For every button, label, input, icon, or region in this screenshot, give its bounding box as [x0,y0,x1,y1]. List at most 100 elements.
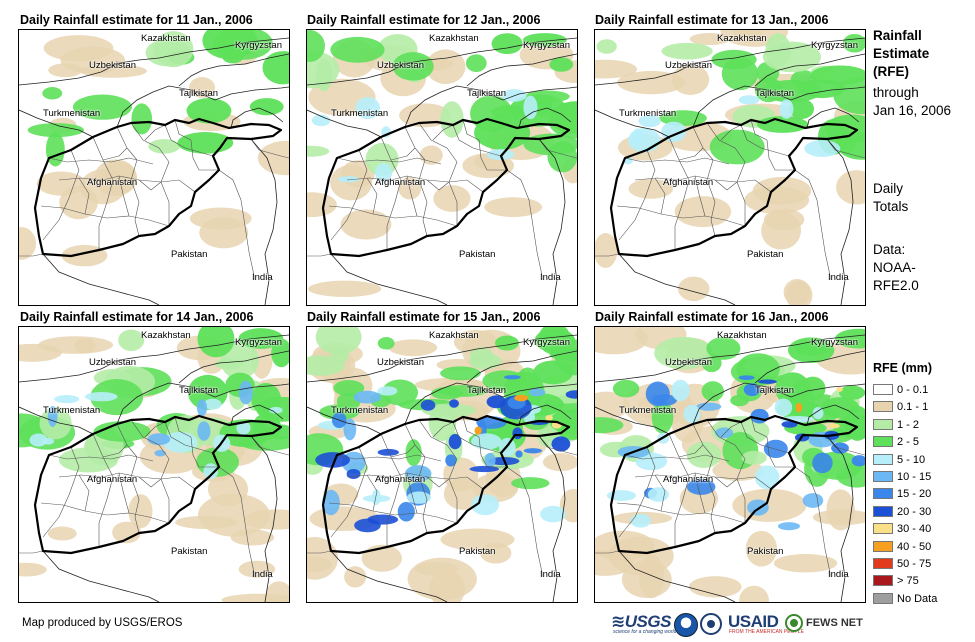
rain-area [197,421,211,441]
sidebar-through-line1: through [873,85,919,100]
province-line [380,136,402,250]
map-canvas [595,30,865,305]
afghanistan-outline [609,414,859,555]
province-line [190,436,219,468]
rain-area [147,433,171,446]
province-line [390,444,416,458]
rain-area [709,129,765,165]
rain-area [330,36,385,63]
rain-area [837,132,865,160]
rain-area [425,49,466,85]
rain-area [238,560,276,578]
rain-area [511,477,550,490]
border-line [42,253,160,305]
legend-title: RFE (mm) [873,361,933,375]
country-label-turkmenistan: Turkmenistan [619,108,677,119]
province-line [42,149,80,241]
rain-area [763,208,805,231]
border-line [826,138,854,305]
rain-area [307,536,338,580]
panel-title-15-jan: Daily Rainfall estimate for 15 Jan., 200… [307,310,541,324]
border-line [178,350,289,384]
usaid-tagline: FROM THE AMERICAN PEOPLE [729,629,804,635]
legend-swatch [873,453,893,465]
rain-area [84,391,118,402]
rain-area [522,33,567,47]
country-label-india: India [252,569,273,580]
rain-area [739,585,769,602]
sidebar-daily-totals: Daily Totals [873,180,908,216]
panel-title-12-jan: Daily Rainfall estimate for 12 Jan., 200… [307,13,541,27]
country-label-turkmenistan: Turkmenistan [331,405,389,416]
country-label-afghanistan: Afghanistan [87,177,138,188]
rain-area [741,450,767,465]
province-line [595,550,620,554]
province-line [750,119,768,141]
rain-area [715,427,734,439]
rain-area [131,103,153,135]
province-line [668,136,690,250]
rain-area [377,386,398,396]
border-line [116,85,289,128]
rain-area [54,395,80,404]
country-borders [307,334,577,602]
rain-area [196,399,208,417]
rain-area [515,450,523,458]
rain-area [484,452,496,468]
province-line [174,119,192,141]
country-label-tajikistan: Tajikistan [179,385,219,396]
rain-area [433,185,471,212]
rain-area [346,468,361,480]
country-label-india: India [828,569,849,580]
legend-label: 2 - 5 [897,436,920,449]
sidebar-through-date: Jan 16, 2006 [873,103,952,118]
legend-label: 1 - 2 [897,418,920,431]
country-label-india: India [540,272,561,283]
rainfall-map-14-jan: Kazakhstan Kyrgyzstan Uzbekistan Tajikistan… [18,326,290,603]
province-line [328,502,458,524]
legend-label: 0 - 0.1 [897,384,929,396]
rain-area [367,514,399,525]
rainfall-layer [595,30,865,305]
country-label-kyrgyzstan: Kyrgyzstan [523,40,570,51]
legend-swatch [873,505,893,517]
province-line [346,175,484,193]
sidebar-data-line3: RFE2.0 [873,278,919,293]
rain-area [112,521,141,544]
province-line [138,179,162,191]
rain-area [445,454,457,467]
country-label-pakistan: Pakistan [747,249,784,260]
rain-area [377,337,395,350]
rain-area [221,593,289,602]
rain-area [812,509,865,526]
province-line [668,433,690,547]
country-label-turkmenistan: Turkmenistan [331,108,389,119]
province-boundaries [19,119,289,281]
legend-label: 20 - 30 [897,505,932,518]
province-line [462,119,480,141]
rain-area [738,375,755,381]
rain-area [322,489,340,516]
rain-area [333,380,365,397]
border-line [826,435,854,602]
rain-area [596,39,617,54]
province-line [624,454,730,462]
country-label-pakistan: Pakistan [459,546,496,557]
province-boundaries [307,119,577,281]
country-label-kazakhstan: Kazakhstan [141,33,191,44]
rain-area [795,402,803,413]
rain-area [617,70,685,95]
rain-area [230,529,275,546]
rain-area [319,404,360,420]
rain-area [785,280,813,305]
rain-area [118,329,145,352]
province-line [40,205,170,227]
country-label-turkmenistan: Turkmenistan [43,405,101,416]
rain-area [540,505,566,523]
rain-area [651,400,674,434]
rain-area [752,176,812,205]
border-line [330,253,448,305]
rain-area [392,52,434,81]
rain-area [836,170,865,205]
country-borders [595,37,865,305]
